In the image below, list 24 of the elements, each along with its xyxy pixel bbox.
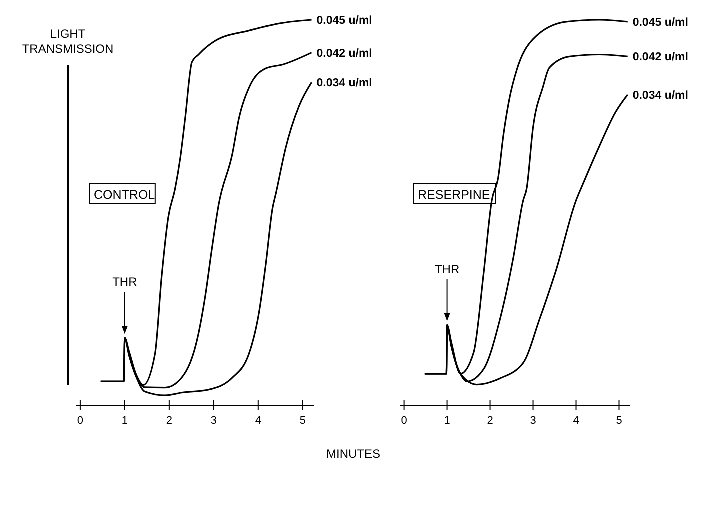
- x-axis-title: MINUTES: [326, 447, 380, 461]
- x-tick-label: 0: [77, 415, 84, 427]
- annotation: THR: [112, 275, 138, 290]
- series-label: 0.042 u/ml: [632, 52, 688, 64]
- x-tick-label: 0: [401, 415, 408, 427]
- x-tick-label: 1: [122, 415, 128, 427]
- x-tick-label: 4: [573, 415, 580, 427]
- annotation: RESERPINE: [418, 188, 490, 202]
- series-label: 0.034 u/ml: [316, 78, 372, 90]
- x-tick-label: 1: [444, 415, 450, 427]
- x-tick-label: 2: [487, 415, 494, 427]
- annotation: CONTROL: [94, 188, 156, 202]
- x-tick-label: 5: [616, 415, 622, 427]
- x-tick-label: 3: [530, 415, 536, 427]
- annotation: THR: [434, 262, 460, 276]
- series-label: 0.034 u/ml: [632, 90, 688, 102]
- x-tick-label: 2: [166, 415, 172, 427]
- x-tick-label: 5: [300, 415, 306, 427]
- x-tick-label: 4: [255, 415, 262, 427]
- series-label: 0.045 u/ml: [632, 16, 688, 29]
- series-label: 0.042 u/ml: [316, 48, 372, 60]
- y-axis-title: LIGHT TRANSMISSION: [22, 27, 114, 56]
- x-tick-label: 3: [210, 415, 217, 427]
- series-label: 0.045 u/ml: [316, 15, 372, 27]
